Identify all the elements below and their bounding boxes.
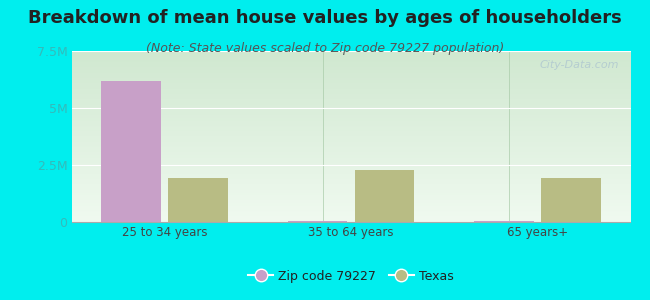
Text: City-Data.com: City-Data.com: [540, 59, 619, 70]
Bar: [288, 221, 347, 222]
Text: (Note: State values scaled to Zip code 79227 population): (Note: State values scaled to Zip code 7…: [146, 42, 504, 55]
Bar: [168, 178, 228, 222]
Text: Breakdown of mean house values by ages of householders: Breakdown of mean house values by ages o…: [28, 9, 622, 27]
Bar: [101, 81, 161, 222]
Bar: [474, 221, 534, 222]
Bar: [541, 178, 601, 222]
Legend: Zip code 79227, Texas: Zip code 79227, Texas: [244, 265, 458, 288]
Bar: [355, 169, 414, 222]
